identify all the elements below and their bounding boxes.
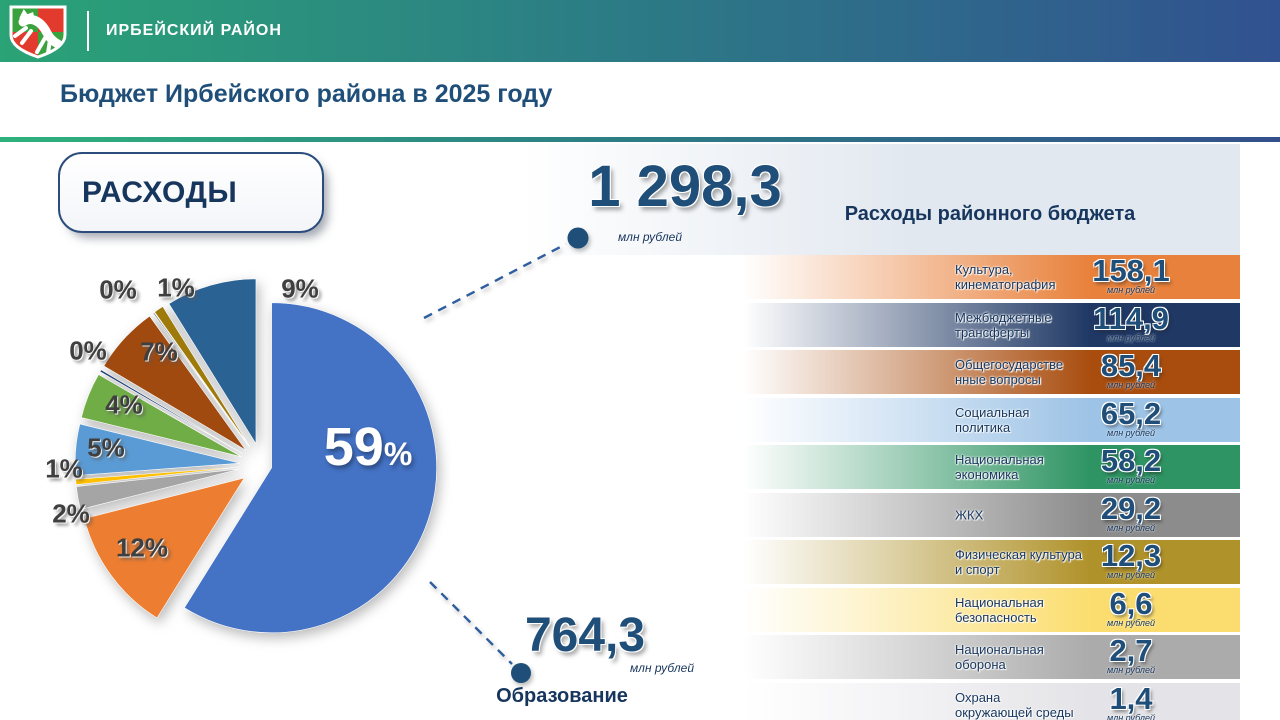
- expense-row-unit: млн рублей: [1106, 617, 1156, 628]
- expense-row: Общегосударстве нные вопросы 85,4 млн рубл…: [743, 350, 1240, 394]
- header-divider: [87, 11, 89, 51]
- pie-slice: [168, 278, 257, 445]
- org-name: ИРБЕЙСКИЙ РАЙОН: [106, 22, 282, 39]
- expenses-badge: РАСХОДЫ: [58, 152, 324, 233]
- pie-slice: [83, 477, 245, 619]
- expense-row-value: 2,7 млн рублей: [1071, 633, 1191, 675]
- lynx-icon: [13, 9, 64, 55]
- expense-row-number: 6,6: [1109, 585, 1153, 621]
- pie-percent-label: 12%: [115, 532, 169, 563]
- expense-row-label: Общегосударстве нные вопросы: [955, 357, 1064, 387]
- total-unit: млн рублей: [617, 230, 683, 244]
- top-bar: ИРБЕЙСКИЙ РАЙОН: [0, 0, 1280, 62]
- pie-slice: [103, 315, 247, 451]
- total-value: 1 298,3: [588, 154, 782, 219]
- pie-percent-label: 59%: [323, 417, 413, 477]
- expense-row-value: 1,4 млн рублей: [1071, 680, 1191, 720]
- expense-row-label: Культура, кинематография: [955, 262, 1056, 292]
- expense-row: Социальная политика 65,2 млн рублей: [743, 395, 1240, 442]
- expense-row-label: Межбюджетные трансферты: [955, 309, 1052, 340]
- page-title: Бюджет Ирбейского района в 2025 году: [60, 80, 553, 108]
- expense-row-label: Физическая культура и спорт: [955, 547, 1083, 577]
- pie-chart: 59% 12% 2% 1% 5% 4% 0% 7% 0% 1% 9%: [30, 250, 500, 720]
- expense-row-label: Охрана окружающей среды: [955, 689, 1074, 720]
- expenses-panel: Расходы районного бюджета Культура, кине…: [740, 143, 1240, 720]
- expense-row-label: Национальная экономика: [955, 452, 1044, 482]
- expense-row: Национальная оборона 2,7 млн рублей: [743, 635, 1240, 679]
- expense-row-number: 114,9: [1093, 300, 1169, 336]
- top-right-background: [520, 144, 1240, 255]
- pie-slice: [154, 306, 251, 447]
- pie-percent-label: 0%: [99, 274, 137, 305]
- expense-row-value: 158,1 млн рублей: [1071, 253, 1191, 295]
- expense-row: Национальная безопасность 6,6 млн рублей: [743, 585, 1240, 632]
- expense-row-value: 12,3 млн рублей: [1071, 538, 1191, 580]
- expense-row: ЖКХ 29,2 млн рублей: [743, 490, 1240, 537]
- education-value: 764,3: [524, 609, 646, 662]
- expense-row-unit: млн рублей: [1106, 380, 1156, 390]
- pie-percent-label: 1%: [45, 453, 83, 484]
- education-unit: млн рублей: [629, 661, 695, 675]
- pie-slice: [152, 311, 250, 448]
- pie-slice: [80, 374, 242, 458]
- callout-dot-education: [511, 663, 531, 683]
- expense-row-value: 6,6 млн рублей: [1071, 585, 1191, 628]
- pie-percent-label: 2%: [52, 498, 90, 529]
- pie-slice: [75, 468, 241, 510]
- expense-row-unit: млн рублей: [1106, 712, 1156, 720]
- expense-row-unit: млн рублей: [1106, 665, 1156, 675]
- expense-row-value: 65,2 млн рублей: [1071, 395, 1191, 438]
- education-label: Образование: [496, 685, 628, 707]
- expense-row: Охрана окружающей среды 1,4 млн рублей: [743, 680, 1240, 720]
- pie-percent-label: 9%: [281, 273, 319, 304]
- expense-row-number: 29,2: [1100, 490, 1162, 526]
- expense-row: Национальная экономика 58,2 млн рублей: [743, 445, 1240, 489]
- expense-row-number: 2,7: [1109, 633, 1153, 668]
- expense-row-number: 65,2: [1100, 395, 1162, 431]
- expenses-badge-label: РАСХОДЫ: [82, 175, 238, 209]
- pie-percent-label: 7%: [140, 336, 178, 367]
- expense-row-value: 29,2 млн рублей: [1071, 490, 1191, 533]
- expense-row-number: 1,4: [1109, 680, 1153, 716]
- expense-row-unit: млн рублей: [1106, 475, 1156, 485]
- expense-row-number: 85,4: [1100, 348, 1162, 383]
- pie-slice: [75, 466, 241, 485]
- title-divider: [0, 137, 1280, 142]
- panel-title: Расходы районного бюджета: [844, 203, 1136, 225]
- expense-row-label: ЖКХ: [955, 507, 984, 522]
- pie-slice: [99, 369, 244, 455]
- expense-row: Культура, кинематография 158,1 млн рублей: [743, 255, 1240, 299]
- expense-row-unit: млн рублей: [1106, 522, 1156, 533]
- expense-row: Межбюджетные трансферты 114,9 млн рублей: [743, 300, 1240, 347]
- expense-row-label: Социальная политика: [955, 404, 1030, 435]
- pie-percent-label: 4%: [105, 389, 143, 420]
- pie-slice: [74, 423, 241, 476]
- expense-row-value: 58,2 млн рублей: [1071, 443, 1191, 485]
- expense-row-unit: млн рублей: [1106, 570, 1156, 580]
- expense-row-number: 12,3: [1100, 538, 1162, 573]
- expense-row-label: Национальная безопасность: [955, 594, 1044, 625]
- emblem-shield: [11, 7, 65, 57]
- expense-row-value: 85,4 млн рублей: [1071, 348, 1191, 390]
- district-emblem: [9, 5, 67, 59]
- expense-row: Физическая культура и спорт 12,3 млн рубле…: [743, 540, 1240, 584]
- expense-row-unit: млн рублей: [1106, 285, 1156, 295]
- pie-percent-label: 1%: [157, 272, 195, 303]
- expense-row-unit: млн рублей: [1106, 332, 1156, 343]
- pie-svg: [74, 278, 437, 634]
- expense-row-value: 114,9 млн рублей: [1071, 300, 1191, 343]
- pie-percent-label: 5%: [87, 432, 125, 463]
- expense-list: Культура, кинематография 158,1 млн рублей М…: [743, 255, 1240, 720]
- expense-row-label: Национальная оборона: [955, 642, 1044, 672]
- pie-percent-label: 0%: [69, 335, 107, 366]
- expense-row-number: 58,2: [1100, 443, 1162, 478]
- pie-slice: [183, 302, 437, 634]
- expense-row-unit: млн рублей: [1106, 427, 1156, 438]
- expense-row-number: 158,1: [1092, 253, 1170, 288]
